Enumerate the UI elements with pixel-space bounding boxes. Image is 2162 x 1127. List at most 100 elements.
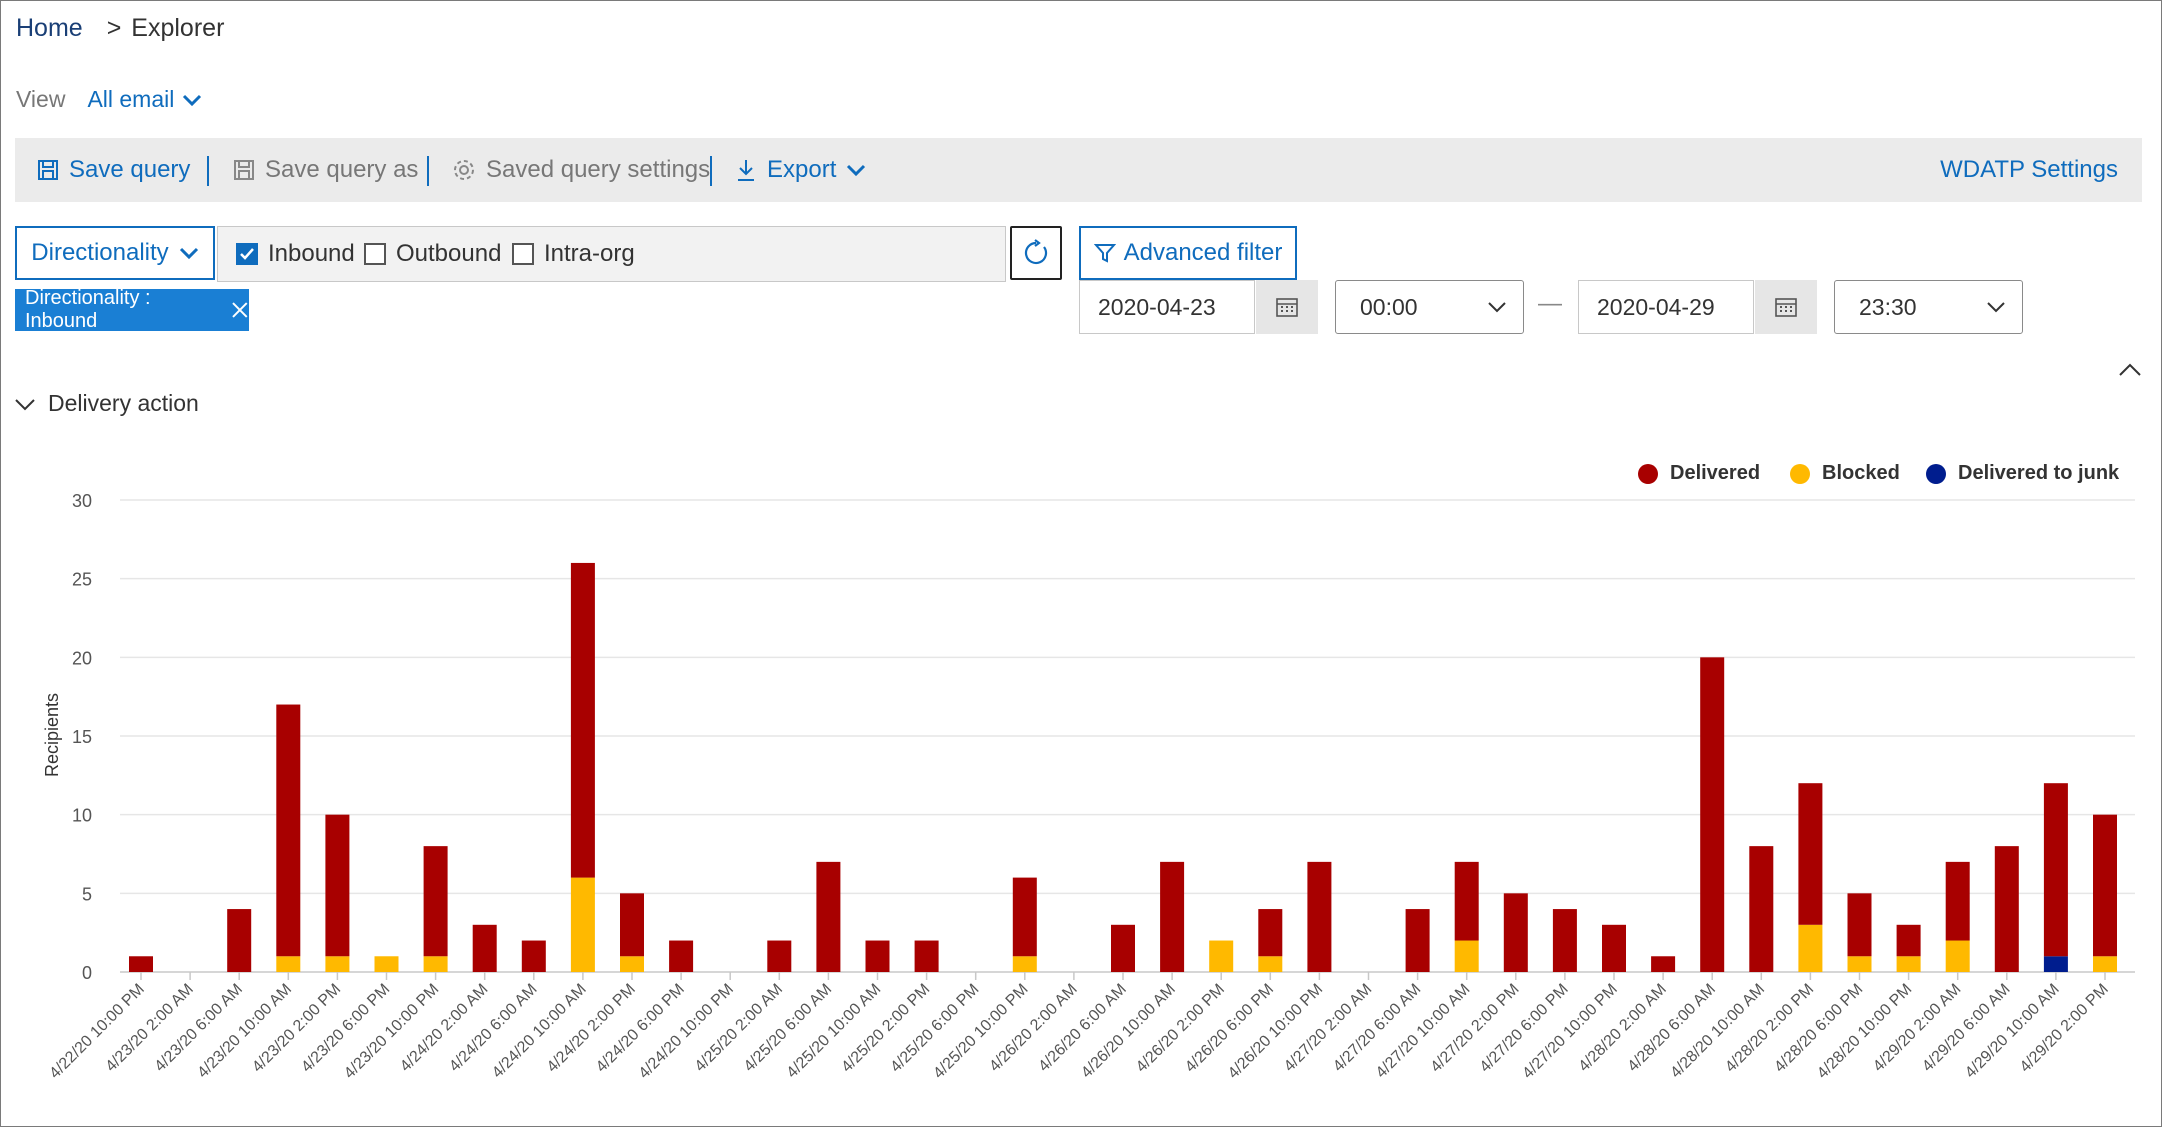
outbound-checkbox[interactable]: Outbound: [364, 227, 501, 281]
breadcrumb-home-link[interactable]: Home: [16, 14, 83, 42]
start-time-select[interactable]: 00:00: [1335, 280, 1524, 334]
refresh-button[interactable]: [1010, 226, 1062, 280]
save-query-as-button[interactable]: Save query as: [233, 138, 418, 202]
bar-delivered: [129, 956, 153, 972]
start-time-value: 00:00: [1360, 293, 1418, 320]
view-value: All email: [87, 86, 175, 112]
filter-chip-label: Directionality : Inbound: [25, 287, 151, 332]
bar-delivered: [1111, 924, 1135, 972]
x-tick-label: 4/28/20 2:00 PM: [1722, 981, 1817, 1076]
chevron-down-icon: [847, 164, 866, 177]
export-label: Export: [767, 156, 837, 183]
advanced-filter-button[interactable]: Advanced filter: [1079, 226, 1297, 280]
x-tick-label: 4/29/20 2:00 PM: [2017, 981, 2112, 1076]
bar-delivered: [1651, 956, 1676, 972]
x-tick-label: 4/29/20 2:00 AM: [1870, 981, 1964, 1075]
bar-blocked: [570, 877, 595, 972]
inbound-label: Inbound: [268, 240, 355, 267]
x-tick-label: 4/27/20 10:00 PM: [1519, 981, 1620, 1082]
delivery-action-section-toggle[interactable]: Delivery action: [14, 390, 199, 417]
bar-delivered: [1749, 846, 1774, 972]
legend-blocked[interactable]: Blocked: [1790, 462, 1900, 485]
bar-delivered: [1012, 877, 1037, 957]
bar-delivered: [472, 924, 497, 972]
chevron-down-icon: [1488, 302, 1506, 313]
end-date-picker-button[interactable]: [1755, 280, 1817, 334]
legend-delivered[interactable]: Delivered: [1638, 462, 1760, 485]
wdatp-settings-link[interactable]: WDATP Settings: [1940, 138, 2118, 202]
end-time-select[interactable]: 23:30: [1834, 280, 2023, 334]
bar-delivered: [1994, 846, 2019, 972]
legend-label: Delivered: [1670, 462, 1761, 484]
x-tick-label: 4/26/20 6:00 PM: [1182, 981, 1277, 1076]
x-tick-label: 4/27/20 6:00 PM: [1477, 981, 1572, 1076]
checkbox-checked-icon: [236, 243, 258, 265]
x-tick-label: 4/25/20 6:00 AM: [741, 981, 835, 1075]
bar-delivered: [2093, 814, 2117, 957]
bar-delivered: [620, 893, 644, 957]
x-tick-label: 4/26/20 10:00 PM: [1225, 981, 1326, 1082]
gear-icon: [454, 160, 474, 180]
x-tick-label: 4/23/20 2:00 AM: [103, 981, 197, 1075]
outbound-label: Outbound: [396, 240, 502, 267]
bar-blocked: [1454, 940, 1479, 972]
bar-delivered: [1945, 861, 1970, 941]
bar-delivered: [521, 940, 546, 972]
bar-delivered: [1896, 924, 1921, 957]
y-axis-label: Recipients: [42, 693, 62, 777]
x-tick-label: 4/25/20 10:00 AM: [784, 981, 885, 1082]
x-tick-label: 4/22/20 10:00 PM: [46, 981, 147, 1082]
legend-delivered-to-junk[interactable]: Delivered to junk: [1926, 462, 2119, 485]
close-icon[interactable]: [231, 301, 249, 319]
save-query-as-label: Save query as: [265, 156, 419, 183]
x-tick-label: 4/25/20 6:00 PM: [887, 981, 982, 1076]
bar-delivered: [1258, 909, 1283, 957]
bar-delivered: [1160, 861, 1185, 972]
bar-delivered: [2043, 783, 2068, 957]
bar-blocked: [1945, 940, 1970, 972]
wdatp-settings-label: WDATP Settings: [1940, 156, 2118, 183]
save-icon: [234, 160, 254, 180]
legend-label: Delivered to junk: [1958, 462, 2120, 484]
x-tick-label: 4/27/20 10:00 AM: [1373, 981, 1474, 1082]
bar-blocked: [620, 956, 644, 972]
chevron-up-icon[interactable]: [2118, 362, 2142, 378]
bar-delivered: [767, 940, 792, 972]
y-tick-label: 30: [72, 491, 92, 511]
bar-delivered: [227, 909, 252, 972]
view-selector: View All email: [16, 86, 202, 113]
end-date-input[interactable]: 2020-04-29: [1578, 280, 1754, 334]
bar-delivered: [669, 940, 694, 972]
start-date-picker-button[interactable]: [1256, 280, 1318, 334]
bar-delivered: [1700, 657, 1725, 972]
breadcrumb-current: Explorer: [131, 14, 225, 42]
bar-delivered: [1847, 893, 1872, 957]
y-tick-label: 0: [82, 963, 92, 983]
x-tick-label: 4/25/20 2:00 AM: [692, 981, 786, 1075]
checkbox-unchecked-icon: [364, 243, 386, 265]
bar-blocked: [1258, 956, 1283, 972]
bar-delivered: [914, 940, 939, 972]
directionality-dropdown[interactable]: Directionality: [15, 226, 215, 280]
bar-blocked: [325, 956, 350, 972]
view-dropdown[interactable]: All email: [87, 86, 202, 113]
intra-org-checkbox[interactable]: Intra-org: [512, 227, 635, 281]
bar-delivered: [816, 861, 841, 972]
end-date-value: 2020-04-29: [1597, 293, 1715, 320]
x-tick-label: 4/26/20 10:00 AM: [1078, 981, 1179, 1082]
x-tick-label: 4/28/20 6:00 AM: [1625, 981, 1719, 1075]
start-date-input[interactable]: 2020-04-23: [1079, 280, 1255, 334]
download-icon: [738, 160, 754, 181]
inbound-checkbox[interactable]: Inbound: [236, 227, 355, 281]
bar-delivered: [1602, 924, 1626, 972]
bar-blocked: [276, 956, 301, 972]
chevron-down-icon: [15, 398, 35, 410]
bar-blocked: [1847, 956, 1872, 972]
range-separator: —: [1538, 290, 1562, 317]
export-dropdown[interactable]: Export: [735, 138, 866, 202]
legend-label: Blocked: [1822, 462, 1900, 484]
save-query-button[interactable]: Save query: [37, 138, 190, 202]
x-tick-label: 4/28/20 6:00 PM: [1771, 981, 1866, 1076]
directionality-label: Directionality: [31, 239, 169, 266]
saved-query-settings-button[interactable]: Saved query settings: [452, 138, 710, 202]
